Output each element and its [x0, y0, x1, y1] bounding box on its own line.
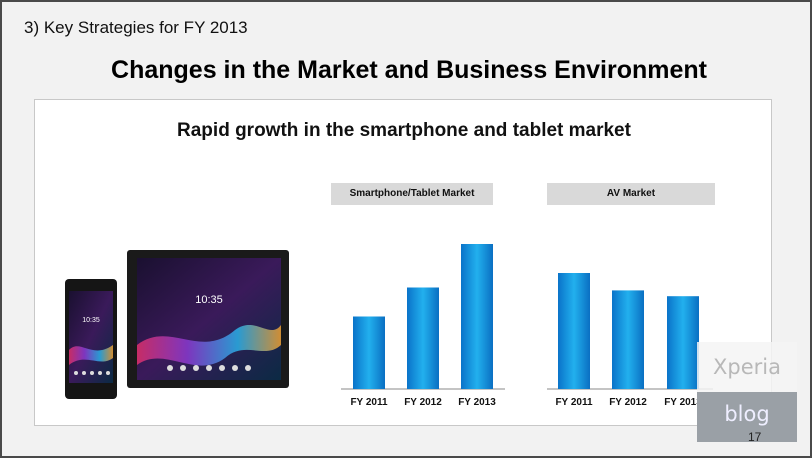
bar-smartphone-fy-2012 — [407, 287, 439, 389]
bar-smartphone-fy-2011 — [353, 316, 385, 389]
content-title: Rapid growth in the smartphone and table… — [177, 120, 631, 141]
section-title: 3) Key Strategies for FY 2013 — [24, 18, 248, 37]
bar-av-fy-2012 — [612, 290, 644, 389]
tablet-image: 10:35 — [127, 250, 289, 388]
tick-label-smartphone-fy-2012: FY 2012 — [404, 397, 442, 408]
watermark-blog: blog — [697, 392, 797, 442]
page-number: 17 — [748, 430, 762, 444]
svg-text:10:35: 10:35 — [82, 317, 100, 324]
tick-label-smartphone-fy-2011: FY 2011 — [350, 397, 388, 408]
smartphone-image: 10:35 — [65, 279, 117, 399]
tick-label-smartphone-fy-2013: FY 2013 — [458, 397, 496, 408]
svg-text:10:35: 10:35 — [195, 294, 223, 306]
page-title: Changes in the Market and Business Envir… — [111, 56, 707, 84]
bar-smartphone-fy-2013 — [461, 244, 493, 389]
tick-label-av-fy-2013: FY 2013 — [664, 397, 702, 408]
bar-av-fy-2011 — [558, 273, 590, 389]
watermark-xperia: Xperia — [697, 342, 797, 392]
bar-av-fy-2013 — [667, 296, 699, 389]
chart-title-av-market: AV Market — [547, 183, 715, 205]
chart-title-smartphone-tablet: Smartphone/Tablet Market — [331, 183, 493, 205]
tick-label-av-fy-2011: FY 2011 — [555, 397, 593, 408]
tick-label-av-fy-2012: FY 2012 — [609, 397, 647, 408]
